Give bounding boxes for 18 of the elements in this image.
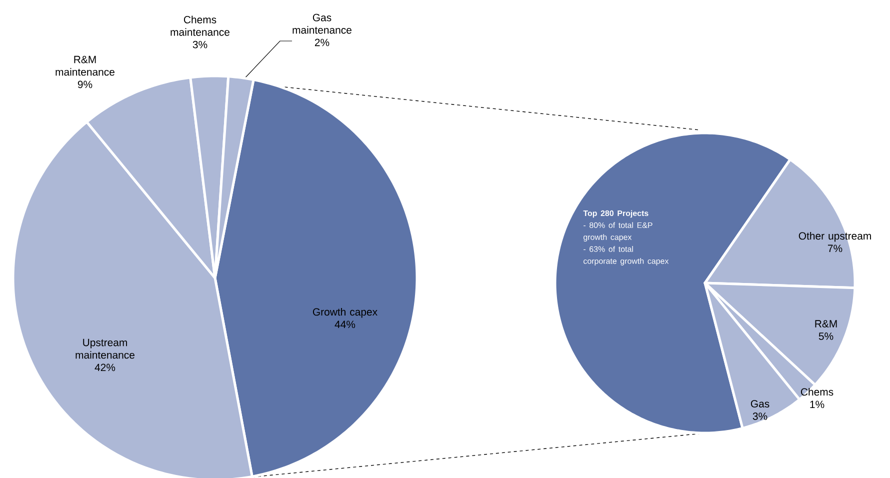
slice-label: R&M maintenance — [56, 56, 114, 76]
data-label: 42% — [94, 364, 116, 372]
slice-label: R&M — [815, 320, 837, 328]
data-label: 3% — [192, 40, 208, 48]
data-label: 3% — [752, 412, 768, 420]
slice-label: Upstream maintenance — [76, 338, 134, 359]
data-label: 44% — [334, 320, 356, 328]
slice-label: Growth capex — [312, 308, 378, 318]
slice-label: Chems — [800, 388, 834, 396]
data-label: 2% — [314, 38, 330, 46]
slice-label: Gas — [750, 400, 770, 408]
slice-label: Other upstream — [798, 232, 871, 242]
data-label: 5% — [818, 332, 834, 340]
data-label: 1% — [810, 400, 824, 408]
slice-label: Chems maintenance — [170, 16, 230, 36]
slice-label: Gas maintenance — [292, 14, 352, 34]
data-label: 7% — [828, 244, 842, 252]
data-label: 9% — [78, 80, 92, 88]
